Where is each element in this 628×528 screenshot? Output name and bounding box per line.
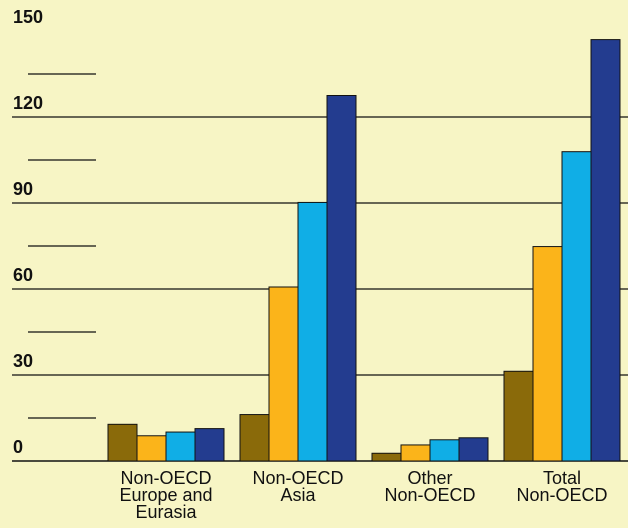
bar-cat1-series1 xyxy=(107,423,138,462)
y-tick-label-60: 60 xyxy=(13,265,33,285)
category-labels: Non-OECD Europe and Eurasia Non-OECD Asia Oth… xyxy=(119,468,607,522)
y-axis-tick-labels: 0 30 60 90 120 150 xyxy=(13,7,43,457)
bar-cat2-series4 xyxy=(326,95,357,462)
bar-cat1-series3 xyxy=(165,431,196,462)
bar-cat4-series4 xyxy=(590,39,621,462)
category-label-2: Non-OECD Asia xyxy=(252,468,343,505)
y-tick-label-90: 90 xyxy=(13,179,33,199)
bar-cat3-series2 xyxy=(400,444,431,462)
bar-cat2-series2 xyxy=(268,286,299,462)
category-label-3: Other Non-OECD xyxy=(384,468,475,505)
category-label-1: Non-OECD Europe and Eurasia xyxy=(119,468,212,522)
bar-cat4-series2 xyxy=(532,246,563,462)
bar-cat4-series3 xyxy=(561,151,592,462)
bar-cat1-series2 xyxy=(136,435,167,462)
bar-cat2-series1 xyxy=(239,414,270,462)
category-label-4: Total Non-OECD xyxy=(516,468,607,505)
bar-cat3-series4 xyxy=(458,437,489,462)
minor-ticks xyxy=(28,73,96,419)
y-tick-label-120: 120 xyxy=(13,93,43,113)
bar-cat3-series3 xyxy=(429,439,460,462)
bar-cat2-series3 xyxy=(297,201,328,462)
bar-cat4-series1 xyxy=(503,370,534,462)
bar-cat3-series1 xyxy=(371,452,402,462)
y-tick-label-30: 30 xyxy=(13,351,33,371)
y-tick-label-150: 150 xyxy=(13,7,43,27)
y-tick-label-0: 0 xyxy=(13,437,23,457)
bars xyxy=(107,39,621,462)
bar-cat1-series4 xyxy=(194,428,225,462)
